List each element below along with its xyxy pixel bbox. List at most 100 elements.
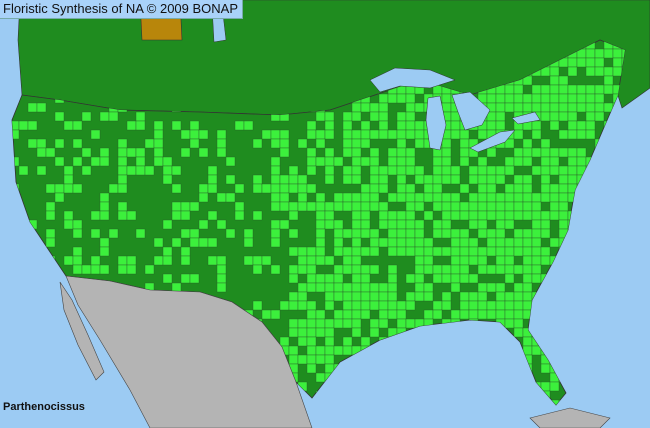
county-cell [504,156,515,167]
county-cell [315,219,326,230]
county-cell [405,102,416,113]
county-cell [189,129,200,140]
county-cell [585,264,596,275]
county-cell [567,57,578,68]
county-cell [216,219,227,230]
county-cell [414,228,425,239]
county-cell [270,183,281,194]
county-cell [99,399,110,405]
county-cell [423,381,434,392]
county-cell [567,372,578,383]
county-cell [351,192,362,203]
county-cell [504,165,515,176]
county-cell [369,390,380,401]
county-cell [306,201,317,212]
county-cell [99,246,110,257]
county-cell [90,210,101,221]
county-cell [99,111,110,122]
county-cell [297,183,308,194]
county-cell [459,228,470,239]
county-cell [135,147,146,158]
county-cell [396,300,407,311]
county-cell [108,228,119,239]
county-cell [567,147,578,158]
county-cell [441,201,452,212]
county-cell [540,336,551,347]
county-cell [576,165,587,176]
county-cell [306,363,317,374]
county-cell [198,129,209,140]
county-cell [378,318,389,329]
county-cell [432,345,443,356]
county-cell [351,138,362,149]
county-cell [306,327,317,338]
county-cell [261,183,272,194]
county-cell [387,345,398,356]
county-cell [36,264,47,275]
county-cell [486,201,497,212]
county-cell [522,210,533,221]
county-cell [387,129,398,140]
county-cell [540,156,551,167]
county-cell [504,372,515,383]
county-cell [549,84,560,95]
lake-erie [469,129,516,153]
county-cell [324,255,335,266]
county-cell [495,201,506,212]
county-cell [90,129,101,140]
county-cell [324,111,335,122]
county-cell [594,246,605,257]
county-cell [612,390,623,401]
county-cell [558,264,569,275]
county-cell [504,309,515,320]
county-cell [387,264,398,275]
county-cell [351,102,362,113]
county-cell [54,345,65,356]
county-cell [396,219,407,230]
county-cell [243,255,254,266]
county-cell [540,390,551,401]
county-cell [342,120,353,131]
county-cell [414,138,425,149]
county-cell [549,147,560,158]
county-cell [126,210,137,221]
county-cell [513,390,524,401]
county-cell [468,390,479,401]
county-cell [486,264,497,275]
county-cell [135,156,146,167]
county-cell [297,291,308,302]
county-cell [450,327,461,338]
county-cell [369,156,380,167]
county-cell [450,192,461,203]
county-cell [180,147,191,158]
county-cell [315,390,326,401]
county-cell [216,255,227,266]
county-cell [405,201,416,212]
county-cell [333,399,344,405]
county-cell [477,165,488,176]
county-cell [432,381,443,392]
county-cell [396,228,407,239]
county-cell [585,66,596,77]
county-cell [558,327,569,338]
county-cell [297,255,308,266]
county-cell [378,111,389,122]
county-cell [576,309,587,320]
county-cell [342,318,353,329]
county-cell [522,174,533,185]
county-cell [360,192,371,203]
county-cell [306,273,317,284]
county-cell [423,255,434,266]
county-cell [63,354,74,365]
county-cell [576,264,587,275]
county-cell [612,129,623,140]
county-cell [279,138,290,149]
county-cell [576,57,587,68]
county-cell [504,246,515,257]
county-cell [486,309,497,320]
county-cell [378,120,389,131]
county-cell [216,192,227,203]
county-cell [369,399,380,405]
county-cell [153,138,164,149]
county-cell [459,327,470,338]
